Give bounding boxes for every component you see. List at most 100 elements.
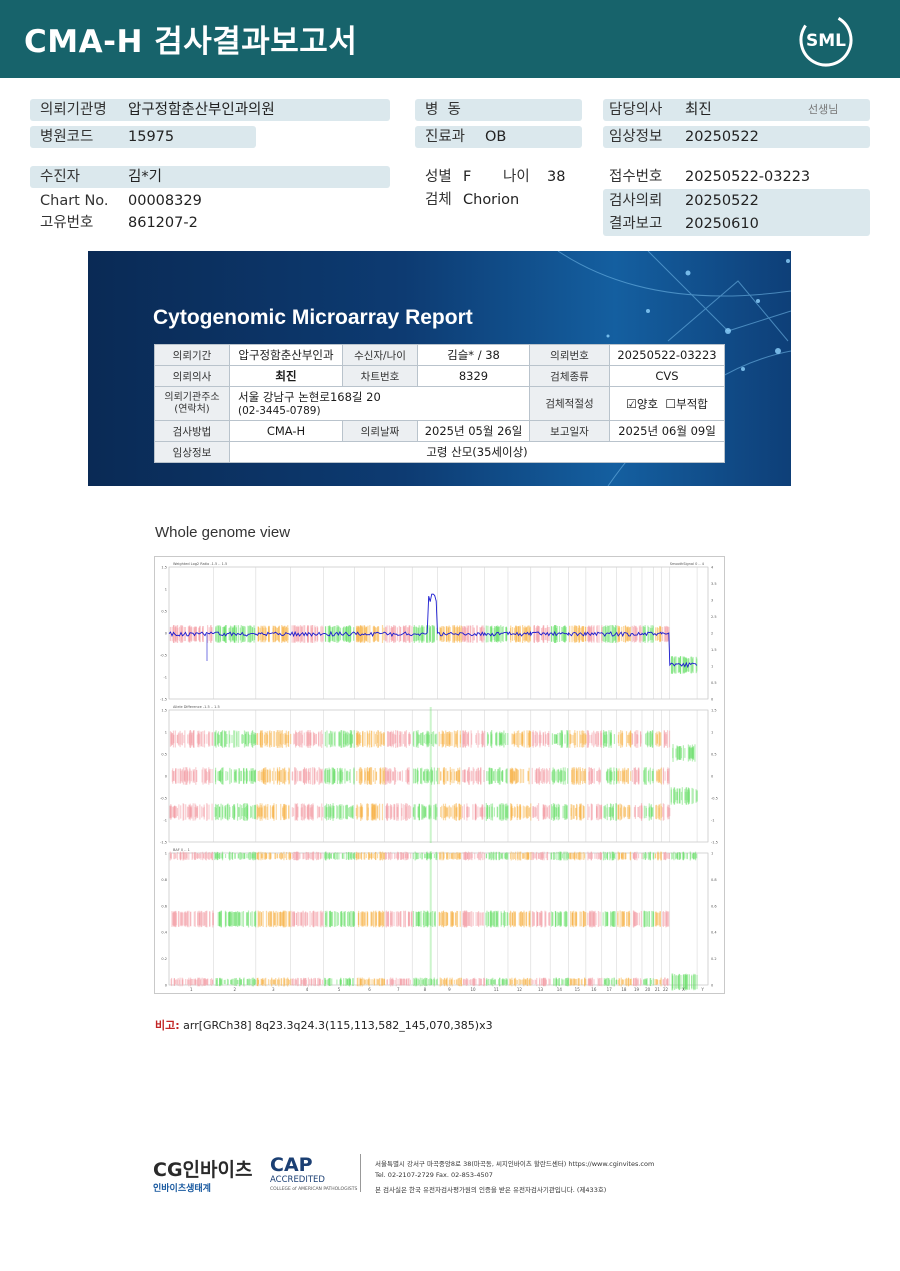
- allele-point: [280, 803, 282, 821]
- allele-point: [300, 730, 302, 748]
- allele-point: [178, 804, 180, 820]
- allele-point: [329, 730, 332, 748]
- allele-point: [551, 771, 553, 781]
- baf-point: [326, 910, 328, 928]
- allele-point: [434, 803, 436, 821]
- allele-point: [677, 746, 680, 760]
- allele-point: [434, 734, 436, 744]
- allele-point: [387, 805, 390, 819]
- allele-point: [409, 806, 412, 818]
- allele-point: [266, 734, 269, 744]
- hospital-code-label: 병원코드: [40, 129, 94, 145]
- baf-point: [305, 979, 307, 985]
- allele-point: [217, 771, 219, 781]
- allele-point: [358, 806, 360, 818]
- allele-point: [412, 732, 414, 746]
- y-tick-label-right: 0: [711, 775, 713, 779]
- baf-point: [326, 852, 328, 860]
- baf-point: [633, 911, 636, 927]
- allele-point: [310, 732, 312, 746]
- baf-point: [591, 911, 593, 927]
- baf-point: [313, 911, 315, 927]
- baf-point: [465, 979, 468, 985]
- allele-point: [672, 744, 674, 762]
- footer-cert: 본 검사실은 한국 유전자검사평가원의 인증을 받은 유전자검사기관입니다. (…: [375, 1186, 607, 1194]
- allele-point: [575, 767, 577, 785]
- log2-point: [402, 626, 404, 642]
- allele-point: [236, 732, 238, 746]
- allele-point: [464, 769, 466, 783]
- log2-point: [574, 625, 576, 643]
- baf-point: [445, 911, 447, 927]
- baf-point: [466, 852, 469, 860]
- baf-point: [181, 979, 183, 985]
- allele-point: [505, 806, 507, 818]
- baf-point: [572, 978, 574, 986]
- cell-v-clinical: 고령 산모(35세이상): [229, 441, 725, 463]
- log2-point: [393, 625, 395, 643]
- baf-point: [404, 851, 406, 861]
- baf-point: [408, 912, 410, 926]
- allele-point: [467, 770, 469, 782]
- allele-point: [466, 803, 468, 821]
- baf-point: [622, 853, 624, 859]
- baf-point: [442, 912, 444, 926]
- allele-point: [301, 807, 303, 817]
- allele-point: [435, 770, 437, 782]
- footer: CG인바이츠 인바이츠생태계 CAP ACCREDITED COLLEGE of…: [150, 1150, 750, 1198]
- allele-point: [341, 804, 343, 820]
- allele-point: [522, 769, 525, 783]
- patient-label: 수진자: [40, 169, 81, 185]
- allele-point: [386, 803, 389, 821]
- baf-point: [340, 911, 342, 927]
- log2-point: [448, 625, 450, 643]
- baf-point: [435, 852, 437, 860]
- baf-point: [531, 911, 533, 927]
- allele-point: [344, 768, 346, 784]
- log2-point: [211, 627, 213, 641]
- baf-point: [333, 911, 336, 927]
- baf-point: [617, 851, 619, 861]
- baf-point: [369, 853, 371, 859]
- allele-point: [377, 805, 379, 819]
- log2-point: [366, 626, 368, 642]
- allele-point: [585, 734, 587, 744]
- log2-point: [336, 625, 338, 643]
- allele-point: [401, 770, 404, 782]
- allele-point: [217, 803, 219, 821]
- baf-point: [459, 852, 461, 860]
- baf-point: [398, 853, 400, 859]
- baf-point: [577, 852, 579, 860]
- allele-point: [396, 806, 398, 818]
- allele-point: [562, 767, 564, 785]
- baf-point: [656, 979, 658, 985]
- baf-point: [345, 852, 348, 860]
- baf-point: [184, 852, 186, 860]
- allele-point: [528, 807, 530, 817]
- log2-point: [260, 625, 262, 643]
- baf-point: [629, 852, 631, 860]
- baf-point: [274, 912, 276, 926]
- baf-point: [514, 977, 517, 987]
- baf-point: [584, 977, 586, 987]
- allele-point: [489, 767, 491, 785]
- allele-point: [571, 769, 573, 783]
- baf-point: [608, 978, 610, 986]
- baf-point: [540, 978, 543, 986]
- allele-point: [475, 734, 477, 744]
- baf-point: [280, 852, 282, 860]
- allele-point: [258, 807, 260, 817]
- baf-point: [375, 852, 377, 860]
- baf-point: [563, 911, 565, 927]
- sex-age-field: 성별 F 나이 38: [415, 166, 595, 188]
- baf-point: [545, 979, 547, 985]
- allele-point: [488, 767, 490, 785]
- baf-point: [240, 979, 242, 985]
- allele-point: [310, 804, 312, 820]
- baf-point: [231, 979, 233, 985]
- log2-point: [169, 626, 172, 642]
- allele-point: [593, 768, 595, 784]
- baf-point: [269, 979, 271, 985]
- allele-point: [261, 732, 264, 746]
- hospital-code-field: 병원코드 15975: [30, 126, 256, 148]
